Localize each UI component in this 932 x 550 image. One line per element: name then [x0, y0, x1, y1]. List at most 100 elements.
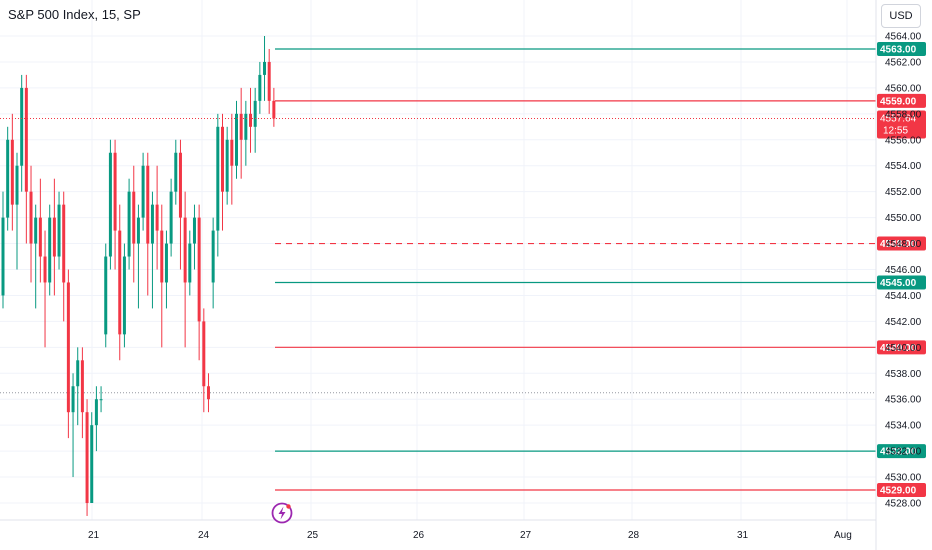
time-tick-label: 24 — [198, 530, 210, 541]
candle — [24, 74, 28, 244]
candle — [48, 204, 52, 296]
candle-body — [80, 360, 84, 413]
candle-body — [1, 217, 5, 296]
candle-body — [71, 386, 75, 413]
candle — [52, 178, 56, 296]
level-price-label-bg — [877, 93, 926, 108]
lightning-icon[interactable] — [271, 502, 293, 524]
candle — [150, 191, 154, 309]
candle-body — [202, 321, 206, 387]
candles-layer — [1, 36, 276, 516]
price-tick-label: 4542.00 — [885, 317, 922, 328]
level-price-label: 4540.00 — [880, 343, 917, 354]
candle-body — [235, 113, 238, 166]
time-tick-label: 31 — [737, 530, 749, 541]
candle-body — [216, 126, 220, 231]
candle — [43, 230, 47, 348]
candle — [66, 269, 70, 439]
candle-body — [132, 191, 136, 244]
price-tick-label: 4534.00 — [885, 421, 922, 432]
candle — [258, 61, 262, 114]
price-tick-label: 4530.00 — [885, 473, 922, 484]
time-tick-label: 25 — [307, 530, 319, 541]
candle-body — [85, 412, 89, 503]
candle-body — [164, 243, 168, 283]
candle-body — [197, 217, 201, 322]
level-price-label: 4545.00 — [880, 278, 917, 289]
price-tick-label: 4558.00 — [885, 109, 922, 120]
price-tick-label: 4560.00 — [885, 83, 922, 94]
candle — [127, 178, 131, 270]
candle — [272, 87, 276, 127]
price-tick-label: 4552.00 — [885, 187, 922, 198]
candle — [99, 386, 103, 413]
candle — [132, 165, 136, 283]
candle-body — [188, 243, 192, 283]
time-tick-label: 26 — [413, 530, 425, 541]
candle-body — [24, 87, 28, 192]
candle — [183, 191, 187, 348]
candle-body — [118, 230, 122, 335]
candle — [29, 165, 33, 283]
candle-body — [263, 61, 267, 75]
price-tick-label: 4556.00 — [885, 135, 922, 146]
candle — [141, 152, 145, 231]
candle-body — [160, 230, 164, 283]
currency-button[interactable]: USD — [881, 4, 921, 28]
candle — [15, 152, 19, 270]
time-axis[interactable]: 21 24 25 26 27 28 31 Aug — [0, 519, 876, 541]
level-price-label-bg — [877, 236, 926, 251]
candle-body — [108, 152, 112, 257]
candle-body — [225, 139, 229, 192]
candle-body — [174, 152, 178, 192]
time-tick-label: 28 — [628, 530, 640, 541]
candle — [164, 230, 168, 309]
price-tick-label: 4528.00 — [885, 499, 922, 510]
candle — [136, 204, 140, 309]
candle-body — [38, 217, 42, 257]
price-tick-label: 4548.00 — [885, 239, 922, 250]
candle-body — [10, 139, 14, 205]
candle — [1, 191, 5, 309]
candle — [230, 113, 234, 205]
level-price-label-bg — [877, 275, 926, 290]
candle — [57, 191, 61, 270]
candle — [197, 204, 201, 361]
level-price-label: 4563.00 — [880, 44, 917, 55]
current-price-value: 4557.64 — [880, 114, 917, 125]
price-tick-label: 4564.00 — [885, 32, 922, 43]
candle-body — [57, 204, 61, 257]
candle-body — [146, 165, 150, 244]
candle-body — [244, 113, 248, 140]
price-axis[interactable]: 4564.00 4562.00 4560.00 4558.00 4556.00 4554.… — [875, 0, 922, 550]
candle-body — [94, 399, 98, 426]
candle-body — [150, 204, 154, 244]
candle — [174, 139, 178, 205]
candle-body — [141, 165, 145, 218]
candle-body — [20, 87, 24, 166]
candle — [108, 139, 112, 270]
candle-body — [267, 61, 271, 101]
candle — [90, 412, 94, 503]
candle — [192, 204, 196, 270]
candle-body — [183, 217, 187, 283]
candle — [38, 178, 42, 283]
price-tick-label: 4562.00 — [885, 57, 922, 68]
candle — [160, 204, 164, 348]
horizontal-levels-layer[interactable]: 4563.00 4559.00 4548.00 4545.00 4540.00 4532.… — [0, 41, 926, 498]
candle-body — [178, 152, 182, 218]
candle-body — [206, 386, 210, 400]
candle — [253, 87, 257, 153]
candle — [188, 230, 192, 296]
level-price-label-bg — [877, 444, 926, 459]
level-price-label: 4548.00 — [880, 239, 917, 250]
candle — [211, 217, 215, 309]
price-tick-label: 4532.00 — [885, 447, 922, 458]
candle — [225, 126, 229, 205]
candle-body — [15, 165, 19, 205]
candle — [76, 347, 80, 426]
candle — [20, 74, 24, 192]
level-price-label: 4532.00 — [880, 447, 917, 458]
candle-body — [52, 217, 56, 257]
